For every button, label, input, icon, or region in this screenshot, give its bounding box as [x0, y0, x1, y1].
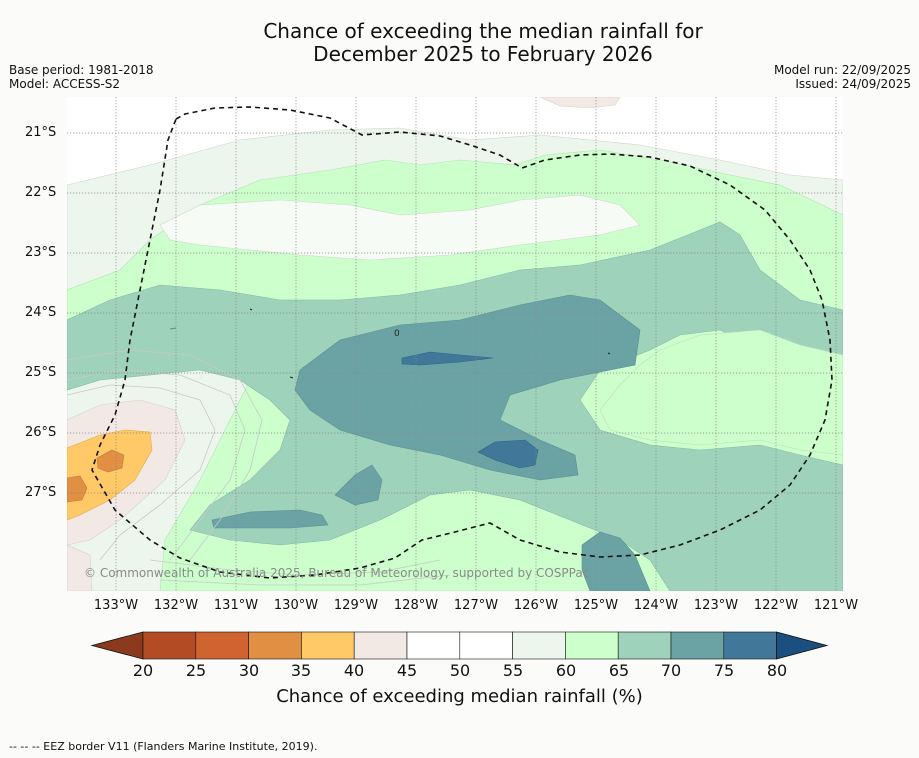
- colorbar-segment-45: [406, 631, 461, 660]
- colorbar-segment-35: [301, 631, 355, 660]
- band-70-75-patch-3: [581, 531, 651, 591]
- colorbar-tick-75: 75: [713, 661, 735, 680]
- issued-date: Issued: 24/09/2025: [795, 77, 911, 91]
- band-75-80-patch: [477, 439, 539, 469]
- colorbar-tick-55: 55: [502, 661, 524, 680]
- lon-label-125w: 125°W: [573, 598, 619, 613]
- lon-label-124w: 124°W: [633, 598, 679, 613]
- colorbar-tick-25: 25: [185, 661, 207, 680]
- lon-label-128w: 128°W: [393, 598, 439, 613]
- colorbar-tick-45: 45: [396, 661, 418, 680]
- stray-marks: [169, 308, 611, 379]
- graticule: [67, 97, 843, 591]
- band-50-55-patch: [159, 194, 641, 261]
- meta-right: Model run: 22/09/2025 Issued: 24/09/2025: [774, 63, 911, 91]
- lat-label-22s: 22°S: [25, 185, 57, 200]
- band-70-75-patch-2: [211, 509, 329, 529]
- lat-label-25s: 25°S: [25, 365, 57, 380]
- map-title-line-1: Chance of exceeding the median rainfall …: [263, 19, 703, 43]
- colorbar-title: Chance of exceeding median rainfall (%): [276, 686, 643, 707]
- colorbar-segment-30: [248, 631, 302, 660]
- lat-label-26s: 26°S: [25, 425, 57, 440]
- rainfall-map: [67, 97, 843, 591]
- colorbar-segment-60: [565, 631, 619, 660]
- lon-label-131w: 131°W: [213, 598, 259, 613]
- colorbar-tick-40: 40: [343, 661, 365, 680]
- colorbar-segment-25: [195, 631, 249, 660]
- colorbar-segment-50: [459, 631, 513, 660]
- colorbar-tick-70: 70: [660, 661, 682, 680]
- eez-footnote: -- -- -- EEZ border V11 (Flanders Marine…: [9, 740, 318, 753]
- band-60-65-bay: [599, 329, 843, 456]
- lat-label-27s: 27°S: [25, 485, 57, 500]
- lon-label-122w: 122°W: [753, 598, 799, 613]
- colorbar-tick-30: 30: [238, 661, 260, 680]
- model-run: Model run: 22/09/2025: [773, 63, 911, 77]
- lat-label-23s: 23°S: [25, 245, 57, 260]
- colorbar-tick-80: 80: [766, 661, 788, 680]
- colorbar-tick-20: 20: [132, 661, 154, 680]
- colorbar-segment-65: [617, 631, 672, 660]
- colorbar-tick-65: 65: [608, 661, 630, 680]
- colorbar-tick-35: 35: [290, 661, 312, 680]
- meta-left: Base period: 1981-2018 Model: ACCESS-S2: [9, 63, 154, 91]
- lon-label-126w: 126°W: [513, 598, 559, 613]
- lon-label-127w: 127°W: [453, 598, 499, 613]
- colorbar-tick-50: 50: [449, 661, 471, 680]
- lon-label-133w: 133°W: [93, 598, 139, 613]
- band-75-80: [401, 351, 494, 366]
- band-40-45-bottom: [67, 544, 93, 591]
- lon-label-132w: 132°W: [153, 598, 199, 613]
- lat-label-24s: 24°S: [25, 305, 57, 320]
- map-title: Chance of exceeding the median rainfall …: [0, 20, 919, 66]
- colorbar-arrow-low: [90, 631, 144, 660]
- band-35-40: [67, 429, 153, 521]
- model-name: Model: ACCESS-S2: [9, 77, 121, 91]
- colorbar-segment-40: [353, 631, 408, 660]
- band-30-35-edge: [67, 475, 88, 503]
- eez-border: [91, 106, 833, 579]
- base-period: Base period: 1981-2018: [9, 63, 154, 77]
- band-70-75: [294, 294, 641, 481]
- lon-label-121w: 121°W: [813, 598, 859, 613]
- copyright-text: © Commonwealth of Australia 2025, Bureau…: [84, 566, 590, 580]
- colorbar-segment-20: [142, 631, 197, 660]
- lat-label-21s: 21°S: [25, 125, 57, 140]
- band-70-75-patch-1: [334, 464, 383, 506]
- band-40-45-top: [539, 97, 621, 109]
- colorbar: [90, 631, 829, 660]
- lon-label-129w: 129°W: [333, 598, 379, 613]
- contour-label: 0: [394, 329, 400, 339]
- lon-label-123w: 123°W: [693, 598, 739, 613]
- colorbar-segment-55: [512, 631, 566, 660]
- colorbar-arrow-high: [776, 631, 829, 660]
- colorbar-segment-70: [670, 631, 725, 660]
- map-title-line-2: December 2025 to February 2026: [313, 42, 653, 66]
- colorbar-tick-60: 60: [555, 661, 577, 680]
- lon-label-130w: 130°W: [273, 598, 319, 613]
- band-30-35: [96, 449, 125, 473]
- colorbar-segment-75: [723, 631, 777, 660]
